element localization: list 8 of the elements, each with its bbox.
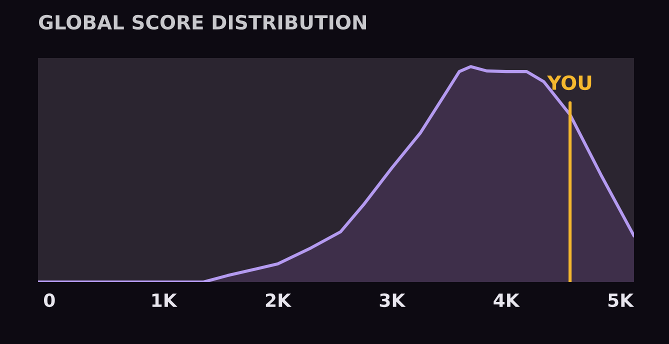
x-tick-label: 1K — [152, 294, 178, 307]
x-tick-label: 0 — [44, 293, 55, 308]
x-tick-label: 3K — [380, 293, 406, 308]
x-tick-label: 4K — [494, 294, 520, 307]
x-tick-label: 5K — [608, 294, 634, 308]
x-tick-label: 2K — [266, 293, 292, 307]
chart-title: GLOBAL SCORE DISTRIBUTION — [38, 14, 366, 30]
ref-line-label: YOU — [547, 75, 592, 90]
